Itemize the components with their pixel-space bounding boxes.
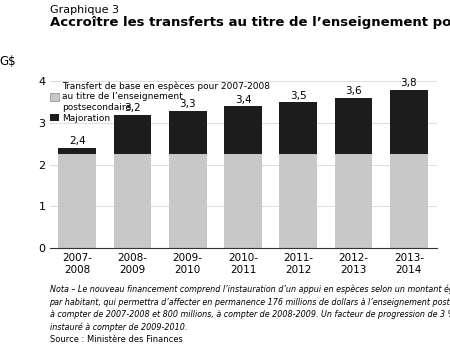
Bar <box>114 154 151 248</box>
Bar <box>169 110 207 154</box>
Bar <box>58 148 96 154</box>
Text: Source : Ministère des Finances: Source : Ministère des Finances <box>50 335 182 343</box>
Text: Accroître les transferts au titre de l’enseignement postsecondaire: Accroître les transferts au titre de l’e… <box>50 16 450 29</box>
Text: 3,2: 3,2 <box>124 103 141 113</box>
Bar <box>169 154 207 248</box>
Bar <box>224 106 262 154</box>
Text: Graphique 3: Graphique 3 <box>50 5 118 15</box>
Text: G$: G$ <box>0 55 16 68</box>
Bar <box>58 154 96 248</box>
Bar <box>390 90 427 154</box>
Bar <box>390 154 427 248</box>
Bar <box>224 154 262 248</box>
Bar <box>335 154 372 248</box>
Bar <box>114 115 151 154</box>
Text: 3,6: 3,6 <box>345 86 362 96</box>
Text: 2,4: 2,4 <box>69 136 86 146</box>
Text: 3,8: 3,8 <box>400 78 417 88</box>
Text: 3,5: 3,5 <box>290 91 306 101</box>
Text: 3,4: 3,4 <box>235 95 251 105</box>
Text: Nota – Le nouveau financement comprend l’instauration d’un appui en espèces selo: Nota – Le nouveau financement comprend l… <box>50 285 450 332</box>
Bar <box>335 98 372 154</box>
Legend: Transfert de base en espèces pour 2007-2008
au titre de l’enseignement
postsecon: Transfert de base en espèces pour 2007-2… <box>50 81 270 123</box>
Bar <box>279 154 317 248</box>
Text: 3,3: 3,3 <box>180 99 196 109</box>
Bar <box>279 102 317 154</box>
